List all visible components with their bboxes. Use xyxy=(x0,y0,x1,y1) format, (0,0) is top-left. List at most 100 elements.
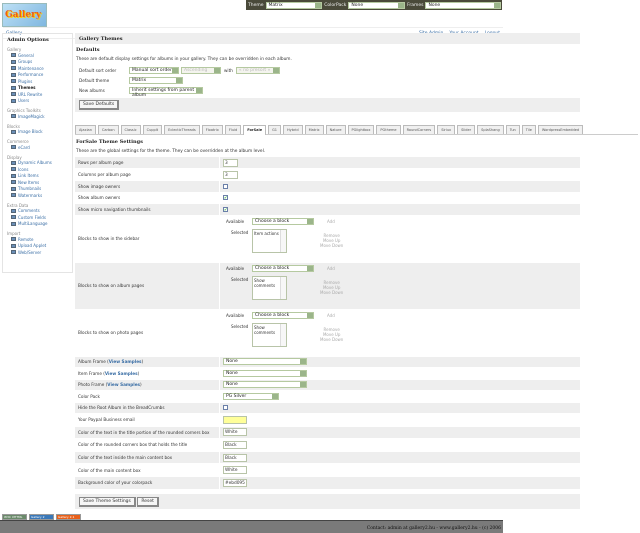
setting-input[interactable]: White xyxy=(223,466,247,475)
view-samples-link[interactable]: View Samples xyxy=(107,382,141,388)
setting-input[interactable]: Black xyxy=(223,440,247,449)
tab-pgtheme[interactable]: PGtheme xyxy=(376,125,401,134)
setting-checkbox[interactable]: ✔ xyxy=(223,195,228,201)
setting-select[interactable]: None xyxy=(223,358,307,366)
selected-blocks-list[interactable]: Item actions xyxy=(252,228,287,253)
sidebar-item-users[interactable]: Users xyxy=(7,98,68,105)
setting-input[interactable]: White xyxy=(223,428,247,437)
setting-label-text: Show image owners xyxy=(78,183,121,189)
gallery-logo[interactable]: Gallery xyxy=(2,3,47,27)
setting-select[interactable]: PG Silver xyxy=(223,392,279,400)
sidebar-item-performance[interactable]: Performance xyxy=(7,72,68,79)
setting-input[interactable]: 3 xyxy=(223,158,238,167)
tab-splashang[interactable]: SplaShang xyxy=(477,125,504,134)
tab-tun[interactable]: Tun xyxy=(505,125,520,134)
tab-tile[interactable]: Tile xyxy=(521,125,536,134)
sidebar-item-link-items[interactable]: Link Items xyxy=(7,173,68,180)
move-down-button[interactable]: Move Down xyxy=(320,336,344,342)
remove-button[interactable]: Remove xyxy=(323,279,340,285)
new-albums-select[interactable]: Inherit settings from parent album xyxy=(129,86,203,98)
tab-matrix[interactable]: Matrix xyxy=(304,125,324,134)
topbar-select-theme[interactable]: Matrix xyxy=(265,1,323,9)
sidebar-item-new-items[interactable]: New Items xyxy=(7,179,68,186)
move-down-button[interactable]: Move Down xyxy=(320,242,344,248)
default-theme-select[interactable]: Matrix xyxy=(129,76,183,84)
remove-button[interactable]: Remove xyxy=(323,232,340,238)
sidebar-item-label: Maintenance xyxy=(18,65,44,71)
selected-blocks-list[interactable]: Show comments xyxy=(252,322,287,347)
tab-classic[interactable]: Classic xyxy=(120,125,141,134)
tab-pglightbox[interactable]: PGlightbox xyxy=(347,125,375,134)
tab-hybrid[interactable]: Hybrid xyxy=(283,125,303,134)
sidebar-item-dynamic-albums[interactable]: Dynamic Albums xyxy=(7,160,68,167)
reset-button[interactable]: Reset xyxy=(137,496,159,507)
available-block-select[interactable]: Choose a block xyxy=(252,311,314,319)
sidebar-item-url-rewrite[interactable]: URL Rewrite xyxy=(7,91,68,98)
sort-direction-select[interactable]: Ascending xyxy=(181,66,221,74)
tab-fluid[interactable]: Fluid xyxy=(224,125,242,134)
setting-checkbox[interactable]: ✔ xyxy=(223,206,228,212)
sort-order-select[interactable]: Manual sort order xyxy=(129,66,179,74)
setting-checkbox[interactable] xyxy=(223,183,228,189)
tab-slider[interactable]: Slider xyxy=(457,125,476,134)
sidebar-item-image-block[interactable]: Image Block xyxy=(7,129,68,136)
tab-siriux[interactable]: Siriux xyxy=(437,125,456,134)
setting-input[interactable]: Black xyxy=(223,453,247,462)
remove-button[interactable]: Remove xyxy=(323,326,340,332)
tab-forsale[interactable]: ForSale xyxy=(243,125,267,135)
tab-carbon[interactable]: Carbon xyxy=(97,125,119,134)
sidebar-item-remote[interactable]: Remote xyxy=(7,236,68,243)
setting-input[interactable]: #ebd095 xyxy=(223,478,247,487)
sidebar-item-upload-applet[interactable]: Upload Applet xyxy=(7,243,68,250)
selected-block-item[interactable]: Item actions xyxy=(254,230,279,236)
tab-nature[interactable]: Nature xyxy=(325,125,346,134)
sidebar-item-plugins[interactable]: Plugins xyxy=(7,78,68,85)
view-samples-link[interactable]: View Samples xyxy=(104,370,138,376)
badge-2[interactable]: Gallery 2.1 xyxy=(56,514,81,520)
add-button[interactable]: Add xyxy=(327,218,335,224)
sidebar-item-general[interactable]: General xyxy=(7,52,68,59)
setting-select[interactable]: None xyxy=(223,369,307,377)
available-block-select[interactable]: Choose a block xyxy=(252,264,314,272)
save-defaults-button[interactable]: Save Defaults xyxy=(79,100,120,110)
setting-input[interactable]: 3 xyxy=(223,170,238,179)
presort-select[interactable]: « no presort » xyxy=(235,66,280,74)
sidebar-item-groups[interactable]: Groups xyxy=(7,59,68,66)
sidebar-item-comments[interactable]: Comments xyxy=(7,208,68,215)
sidebar-item-thumbnails[interactable]: Thumbnails xyxy=(7,186,68,193)
sidebar-item-custom-fields[interactable]: Custom Fields xyxy=(7,214,68,221)
tab-eclecticthreads[interactable]: EclecticThreads xyxy=(164,125,200,134)
sidebar-item-imagemagick[interactable]: ImageMagick xyxy=(7,113,68,120)
tab-wordpressembedded[interactable]: WordpressEmbedded xyxy=(537,125,584,134)
add-button[interactable]: Add xyxy=(327,265,335,271)
available-block-select[interactable]: Choose a block xyxy=(252,217,314,225)
sidebar-item-themes[interactable]: Themes xyxy=(7,85,68,92)
sidebar-item-web-server[interactable]: Web/Server xyxy=(7,249,68,256)
sidebar-item-multilanguage[interactable]: MultiLanguage xyxy=(7,221,68,228)
move-up-button[interactable]: Move Up xyxy=(322,331,341,337)
sidebar-item-maintenance[interactable]: Maintenance xyxy=(7,65,68,72)
tab-roundcorners[interactable]: RoundCorners xyxy=(402,125,436,134)
move-down-button[interactable]: Move Down xyxy=(320,289,344,295)
selected-block-item[interactable]: Show comments xyxy=(254,324,276,335)
badge-1[interactable]: Gallery 2 xyxy=(29,514,54,520)
setting-input[interactable] xyxy=(223,415,247,424)
tab-floatrix[interactable]: Floatrix xyxy=(201,125,223,134)
setting-select[interactable]: None xyxy=(223,381,307,389)
move-up-button[interactable]: Move Up xyxy=(322,284,341,290)
topbar-select-colorpack[interactable]: None xyxy=(348,1,406,9)
sidebar-item-icons[interactable]: Icons xyxy=(7,166,68,173)
save-theme-settings-button[interactable]: Save Theme Settings xyxy=(79,496,136,507)
topbar-select-frames[interactable]: None xyxy=(425,1,501,9)
view-samples-link[interactable]: View Samples xyxy=(108,359,142,365)
add-button[interactable]: Add xyxy=(327,312,335,318)
setting-checkbox[interactable] xyxy=(223,405,228,411)
tab-ajaxian[interactable]: Ajaxian xyxy=(75,125,96,134)
sidebar-item-ecard[interactable]: eCard xyxy=(7,144,68,151)
selected-block-item[interactable]: Show comments xyxy=(254,277,276,288)
sidebar-item-watermarks[interactable]: Watermarks xyxy=(7,192,68,199)
tab-g1[interactable]: G1 xyxy=(268,125,282,134)
tab-cuppit[interactable]: CuppIt xyxy=(142,125,163,134)
move-up-button[interactable]: Move Up xyxy=(322,237,341,243)
selected-blocks-list[interactable]: Show comments xyxy=(252,275,287,300)
